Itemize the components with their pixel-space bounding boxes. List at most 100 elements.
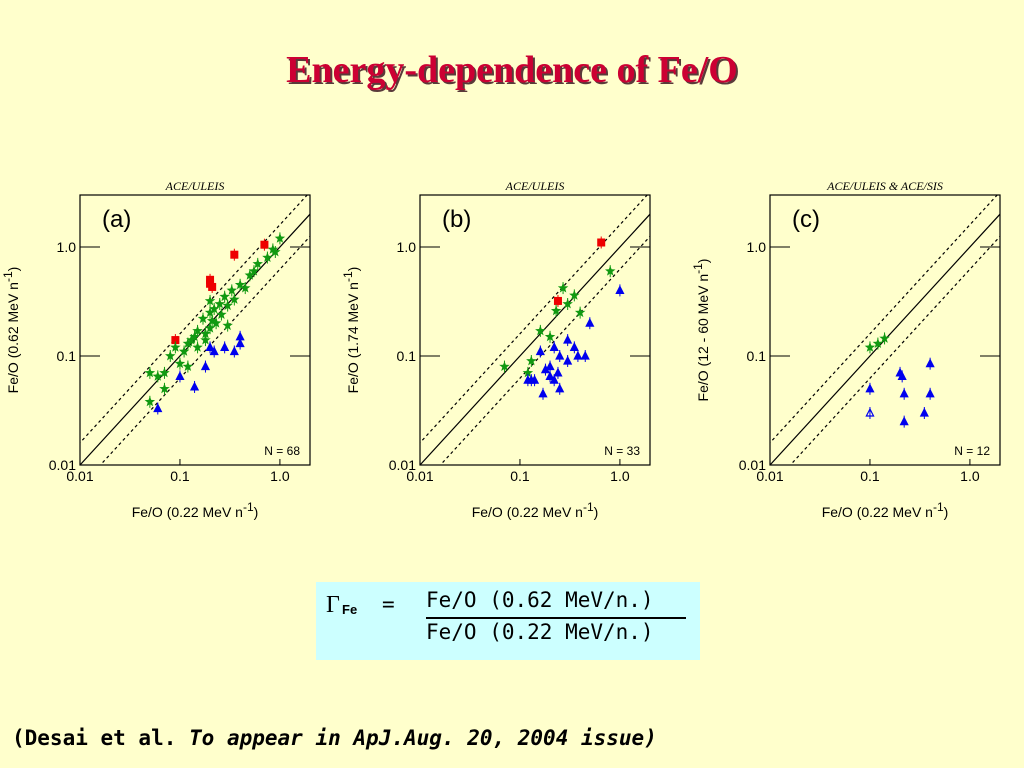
data-point-star bbox=[204, 295, 216, 306]
citation-prefix: (Desai et al. bbox=[12, 726, 177, 750]
data-point-triangle bbox=[899, 416, 909, 426]
data-point-triangle bbox=[153, 403, 163, 413]
data-point-star bbox=[209, 303, 220, 314]
data-point-star bbox=[557, 282, 569, 293]
x-tick-label: 0.01 bbox=[756, 468, 783, 484]
panel-title: ACE/ULEIS & ACE/SIS bbox=[826, 179, 943, 193]
scatter-panel-c: ACE/ULEIS & ACE/SIS 0.01 0.1 1.0 0.01 0.1 1.0 (… bbox=[691, 179, 1001, 520]
data-point-star bbox=[165, 350, 176, 361]
data-point-star bbox=[248, 265, 260, 276]
plot-frame bbox=[419, 194, 651, 466]
y-tick-label: 0.1 bbox=[397, 348, 417, 364]
data-point-star bbox=[222, 320, 233, 331]
data-point-star bbox=[214, 298, 225, 309]
data-point-star bbox=[222, 300, 233, 311]
data-point-star bbox=[210, 317, 222, 328]
data-point-star bbox=[152, 370, 163, 381]
x-tick-label: 1.0 bbox=[960, 468, 980, 484]
data-point-star bbox=[244, 269, 256, 280]
panel-title: ACE/ULEIS bbox=[165, 179, 225, 193]
data-point-triangle bbox=[229, 346, 239, 356]
data-point-square bbox=[171, 336, 180, 345]
gamma-symbol: Γ bbox=[326, 592, 340, 618]
equals-sign: = bbox=[382, 592, 395, 616]
x-axis-label: Fe/O (0.22 MeV n-1) bbox=[822, 500, 949, 520]
data-point-star bbox=[216, 309, 227, 319]
data-point-star bbox=[206, 315, 218, 326]
data-point-triangle bbox=[925, 358, 935, 368]
data-point-triangle bbox=[585, 317, 595, 327]
data-point-triangle bbox=[553, 367, 563, 377]
data-point-open-triangle bbox=[865, 407, 875, 417]
data-point-triangle bbox=[175, 371, 185, 380]
data-point-star bbox=[182, 361, 194, 371]
formula-numerator: Fe/O (0.62 MeV/n.) bbox=[426, 588, 654, 612]
data-point-triangle bbox=[235, 338, 245, 348]
sample-count-label: N = 68 bbox=[264, 444, 300, 458]
gamma-subscript: Fe bbox=[342, 602, 358, 617]
data-point-triangle bbox=[200, 361, 211, 371]
plot-frame bbox=[79, 194, 311, 466]
data-point-triangle bbox=[563, 334, 573, 344]
data-point-star bbox=[274, 232, 286, 243]
data-point-triangle bbox=[615, 285, 625, 294]
data-point-star bbox=[204, 307, 216, 318]
x-tick-label: 0.1 bbox=[510, 468, 530, 484]
data-point-square bbox=[230, 250, 239, 259]
data-point-triangle bbox=[535, 346, 545, 356]
data-point-triangle bbox=[919, 407, 929, 417]
data-point-triangle bbox=[899, 388, 909, 398]
data-point-triangle bbox=[897, 371, 907, 380]
data-point-star bbox=[200, 328, 211, 339]
data-point-triangle bbox=[563, 355, 573, 365]
y-tick-label: 0.1 bbox=[57, 348, 77, 364]
data-point-triangle bbox=[549, 374, 559, 384]
scatter-panel-b: ACE/ULEIS 0.01 0.1 1.0 0.01 0.1 1.0 (b) N = 33 Fe… bbox=[341, 179, 651, 520]
data-point-square bbox=[597, 238, 606, 247]
data-point-triangle bbox=[925, 388, 935, 398]
data-point-star bbox=[267, 243, 279, 254]
data-point-triangle bbox=[555, 383, 565, 393]
data-point-square bbox=[206, 279, 215, 288]
data-point-star bbox=[159, 367, 170, 378]
y-tick-label: 1.0 bbox=[747, 239, 767, 255]
plot-frame bbox=[769, 194, 1001, 466]
data-point-square bbox=[260, 240, 269, 249]
data-point-star bbox=[550, 305, 562, 316]
data-point-star bbox=[262, 252, 273, 262]
data-point-star bbox=[219, 291, 230, 302]
data-point-triangle bbox=[555, 350, 565, 360]
data-point-triangle bbox=[580, 350, 590, 360]
data-point-triangle bbox=[569, 342, 579, 351]
x-tick-label: 1.0 bbox=[270, 468, 290, 484]
data-point-star bbox=[544, 331, 556, 342]
panel-title: ACE/ULEIS bbox=[505, 179, 565, 193]
y-tick-label: 0.01 bbox=[389, 457, 416, 473]
data-point-triangle bbox=[538, 388, 548, 398]
data-point-star bbox=[170, 341, 181, 352]
data-point-triangle bbox=[545, 361, 555, 371]
data-point-star bbox=[252, 258, 263, 269]
data-point-star bbox=[234, 279, 246, 290]
citation: (Desai et al. To appear in ApJ.Aug. 20, … bbox=[12, 726, 657, 750]
sample-count-label: N = 33 bbox=[604, 444, 640, 458]
y-axis-label: Fe/O (0.62 MeV n-1) bbox=[1, 267, 21, 394]
panel-label: (a) bbox=[102, 206, 131, 233]
data-point-triangle bbox=[549, 342, 559, 351]
data-point-square bbox=[553, 296, 562, 305]
x-tick-label: 0.1 bbox=[860, 468, 880, 484]
data-point-star bbox=[240, 282, 251, 293]
panel-label: (b) bbox=[442, 206, 471, 233]
data-point-star bbox=[144, 367, 156, 378]
reference-lines bbox=[420, 195, 650, 465]
data-point-star bbox=[229, 294, 240, 304]
data-point-star bbox=[189, 331, 200, 342]
data-point-star bbox=[864, 341, 876, 352]
data-point-triangle bbox=[220, 342, 230, 351]
x-tick-label: 0.1 bbox=[170, 468, 190, 484]
data-point-star bbox=[197, 313, 209, 324]
sample-count-label: N = 12 bbox=[954, 444, 990, 458]
data-point-triangle bbox=[865, 383, 875, 393]
scatter-panel-a: ACE/ULEIS 0.01 0.1 1.0 0.01 0.1 1.0 (a) N = 68 Fe… bbox=[1, 179, 311, 520]
data-point-star bbox=[879, 332, 890, 343]
